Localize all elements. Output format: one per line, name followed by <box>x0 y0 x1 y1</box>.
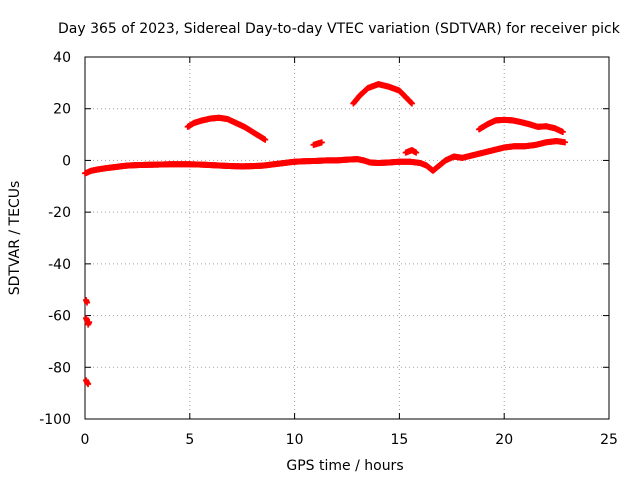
data-point <box>413 149 420 156</box>
y-tick-label: 40 <box>53 50 71 66</box>
x-tick-label: 0 <box>81 432 90 448</box>
x-axis: 0 5 10 15 20 25 <box>81 57 618 448</box>
y-tick-label: -60 <box>48 309 71 325</box>
x-tick-label: 20 <box>495 432 513 448</box>
y-axis-label: SDTVAR / TECUs <box>7 181 23 296</box>
y-tick-label: 0 <box>62 153 71 169</box>
data-point <box>85 381 92 388</box>
grid-lines <box>85 57 609 419</box>
x-tick-label: 15 <box>390 432 408 448</box>
data-point <box>561 139 568 146</box>
data-point <box>559 128 566 135</box>
x-axis-label: GPS time / hours <box>286 458 403 474</box>
chart-title: Day 365 of 2023, Sidereal Day-to-day VTE… <box>58 21 621 37</box>
data-series <box>82 81 568 388</box>
data-point <box>262 136 269 143</box>
plot-frame <box>84 56 610 420</box>
y-tick-label: 20 <box>53 102 71 118</box>
x-tick-label: 25 <box>600 432 618 448</box>
x-tick-label: 5 <box>185 432 194 448</box>
x-tick-label: 10 <box>286 432 304 448</box>
y-tick-label: -20 <box>48 205 71 221</box>
data-point <box>84 299 91 306</box>
data-point <box>318 139 325 146</box>
y-axis: -100 -80 -60 -40 -20 0 20 40 <box>39 50 609 428</box>
data-point <box>86 319 93 326</box>
data-point <box>408 100 415 107</box>
y-tick-label: -80 <box>48 360 71 376</box>
y-tick-label: -100 <box>39 412 71 428</box>
y-tick-label: -40 <box>48 257 71 273</box>
